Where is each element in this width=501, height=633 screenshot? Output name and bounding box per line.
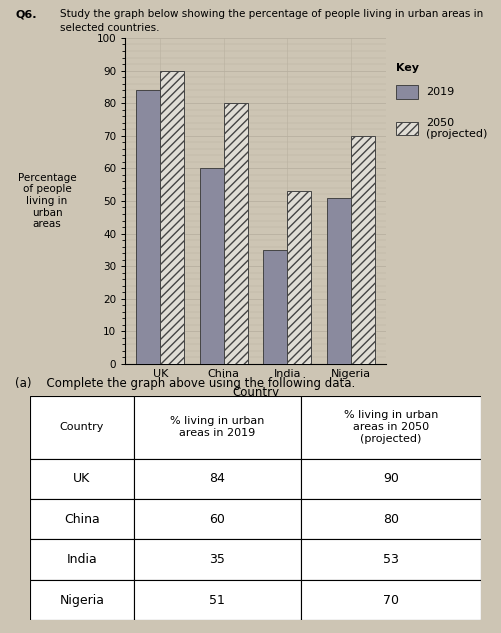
Bar: [30, 499, 134, 539]
Text: 2019: 2019: [426, 87, 454, 97]
Bar: [199, 168, 224, 364]
Text: (a)    Complete the graph above using the following data.: (a) Complete the graph above using the f…: [15, 377, 355, 390]
Bar: [351, 136, 375, 364]
Bar: [287, 191, 312, 364]
Text: UK: UK: [73, 472, 91, 486]
Bar: [263, 250, 287, 364]
Text: 2050
(projected): 2050 (projected): [426, 118, 487, 139]
Bar: [134, 580, 301, 620]
Bar: [30, 396, 134, 458]
Text: 90: 90: [383, 472, 399, 486]
Text: Study the graph below showing the percentage of people living in urban areas in
: Study the graph below showing the percen…: [60, 9, 483, 33]
Bar: [301, 580, 481, 620]
Bar: [160, 71, 184, 364]
Text: Q6.: Q6.: [15, 9, 37, 20]
Text: China: China: [64, 513, 100, 526]
Y-axis label: Percentage
of people
living in
urban
areas: Percentage of people living in urban are…: [18, 173, 77, 229]
Bar: [30, 539, 134, 580]
Text: India: India: [67, 553, 97, 566]
Text: 51: 51: [209, 594, 225, 606]
Text: 35: 35: [209, 553, 225, 566]
Bar: [224, 103, 248, 364]
Text: 84: 84: [209, 472, 225, 486]
Text: % living in urban
areas in 2019: % living in urban areas in 2019: [170, 416, 265, 438]
Bar: [301, 499, 481, 539]
Bar: [134, 499, 301, 539]
Text: 60: 60: [209, 513, 225, 526]
Bar: [301, 396, 481, 458]
Text: % living in urban
areas in 2050
(projected): % living in urban areas in 2050 (project…: [344, 410, 438, 444]
Bar: [136, 90, 160, 364]
Text: 80: 80: [383, 513, 399, 526]
Text: Nigeria: Nigeria: [60, 594, 104, 606]
Bar: [30, 580, 134, 620]
Bar: [134, 539, 301, 580]
Bar: [30, 458, 134, 499]
Bar: [327, 197, 351, 364]
X-axis label: Country: Country: [232, 385, 279, 399]
Bar: [301, 458, 481, 499]
Text: Country: Country: [60, 422, 104, 432]
Text: 53: 53: [383, 553, 399, 566]
Text: 70: 70: [383, 594, 399, 606]
Bar: [134, 396, 301, 458]
Bar: [134, 458, 301, 499]
Bar: [301, 539, 481, 580]
Text: Key: Key: [396, 63, 419, 73]
